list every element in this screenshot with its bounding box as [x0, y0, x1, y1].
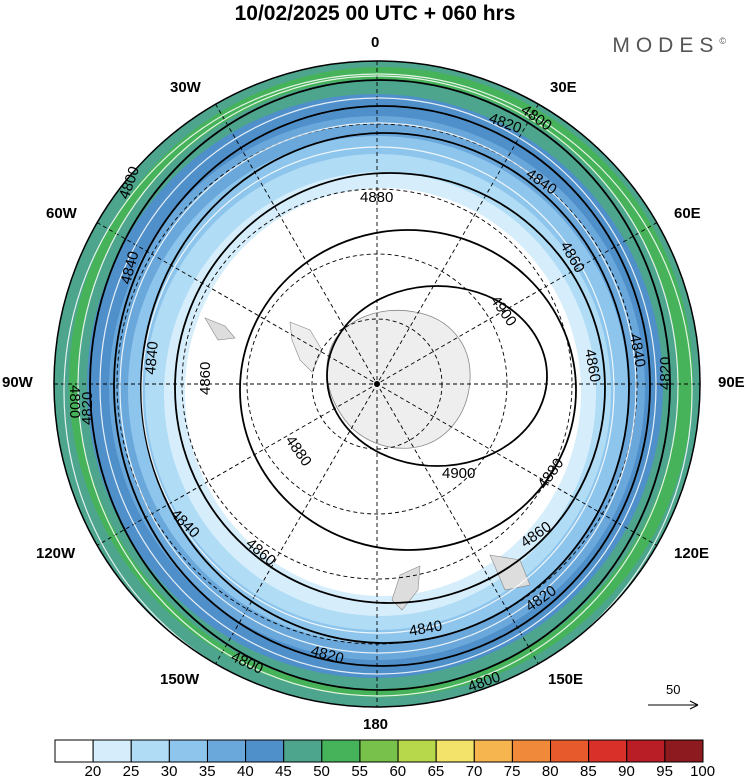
lon-label-30e: 30E	[550, 79, 577, 96]
colorbar-tick-label: 40	[236, 763, 254, 780]
vector-reference-label: 50	[666, 682, 681, 697]
lon-label-90w: 90W	[2, 374, 33, 391]
vector-reference	[648, 700, 699, 710]
colorbar-tick-label: 55	[351, 763, 369, 780]
tasmania-australia	[489, 554, 531, 591]
lon-label-60e: 60E	[674, 205, 701, 222]
lon-label-180: 180	[363, 716, 389, 733]
streamline	[63, 73, 693, 711]
lon-label-60w: 60W	[46, 205, 77, 222]
colorbar-swatch	[130, 739, 170, 763]
colorbar-swatch	[588, 739, 628, 763]
streamline	[99, 97, 657, 675]
contour-label: 4840	[408, 617, 444, 640]
colorbar-tick-label: 65	[427, 763, 445, 780]
new-zealand	[391, 565, 421, 611]
colorbar-swatch	[435, 739, 475, 763]
colorbar-swatch	[473, 739, 513, 763]
lon-label-120w: 120W	[36, 545, 76, 562]
contour-label: 4840	[142, 341, 162, 376]
colorbar-tick-label: 20	[84, 763, 102, 780]
contour-label: 4800	[66, 385, 83, 418]
contour-4820	[113, 105, 651, 667]
height-contours	[89, 79, 671, 691]
map-border	[53, 60, 701, 708]
contour-label: 4840	[626, 333, 649, 369]
colorbar-swatch	[245, 739, 285, 763]
contour-label: 4860	[581, 348, 604, 384]
south-pole-marker	[374, 381, 380, 387]
brand-logo: MODES©	[612, 34, 726, 58]
contour-4860	[174, 172, 606, 604]
contour-label: 4820	[79, 392, 96, 425]
colorbar-swatch	[206, 739, 247, 763]
colorbar-swatch	[626, 739, 666, 763]
contour-4900	[326, 285, 548, 467]
lon-label-30w: 30W	[170, 79, 201, 96]
colorbar-tick-label: 70	[465, 763, 483, 780]
colorbar-tick-label: 35	[198, 763, 216, 780]
colorbar-swatch	[92, 739, 132, 763]
south-america-tip	[204, 317, 236, 341]
colorbar-swatch	[397, 739, 437, 763]
colorbar-tick-label: 25	[122, 763, 140, 780]
colorbar-swatch	[550, 739, 590, 763]
lon-label-150w: 150W	[160, 671, 200, 688]
brand-name: MODES	[612, 34, 720, 57]
colorbar-swatch	[168, 739, 208, 763]
colorbar-tick-label: 90	[618, 763, 635, 780]
colorbar-tick-label: 60	[389, 763, 407, 780]
colorbar-tick-label: 50	[313, 763, 330, 780]
contour-label: 4860	[197, 362, 214, 395]
arrow-head-icon	[689, 700, 699, 710]
lon-label-90e: 90E	[718, 374, 745, 391]
contour-label: 4900	[442, 465, 475, 482]
contour-4880	[239, 229, 577, 551]
colorbar-swatch	[54, 739, 94, 763]
streamline	[141, 146, 615, 634]
lon-label-120e: 120E	[674, 545, 710, 562]
colorbar-tick-label: 75	[503, 763, 521, 780]
contour-label: 4880	[360, 189, 393, 206]
colorbar-swatch	[664, 739, 704, 763]
colorbar-swatch	[321, 739, 361, 763]
colorbar-swatch	[283, 739, 323, 763]
copyright-mark: ©	[719, 36, 726, 46]
map-title: 10/02/2025 00 UTC + 060 hrs	[234, 2, 516, 25]
colorbar-tick-label: 80	[541, 763, 559, 780]
colorbar-swatch	[359, 739, 399, 763]
lon-label-0: 0	[371, 34, 380, 51]
wind-streamlines	[63, 73, 693, 711]
streamline	[119, 122, 637, 654]
colorbar-swatch	[511, 739, 552, 763]
antarctica-landmass	[326, 309, 471, 449]
colorbar-tick-label: 85	[580, 763, 597, 780]
contour-4840	[140, 132, 630, 644]
streamline	[77, 75, 679, 697]
colorbar-tick-label: 45	[275, 763, 292, 780]
contour-label: 4820	[657, 357, 674, 390]
wind-speed-colorbar	[54, 739, 704, 763]
colorbar-tick-label: 30	[160, 763, 178, 780]
antarctic-peninsula	[289, 321, 323, 373]
colorbar-tick-label: 100	[690, 763, 716, 780]
contour-4800	[89, 79, 671, 691]
colorbar-tick-label: 95	[656, 763, 673, 780]
lon-label-150e: 150E	[548, 671, 584, 688]
